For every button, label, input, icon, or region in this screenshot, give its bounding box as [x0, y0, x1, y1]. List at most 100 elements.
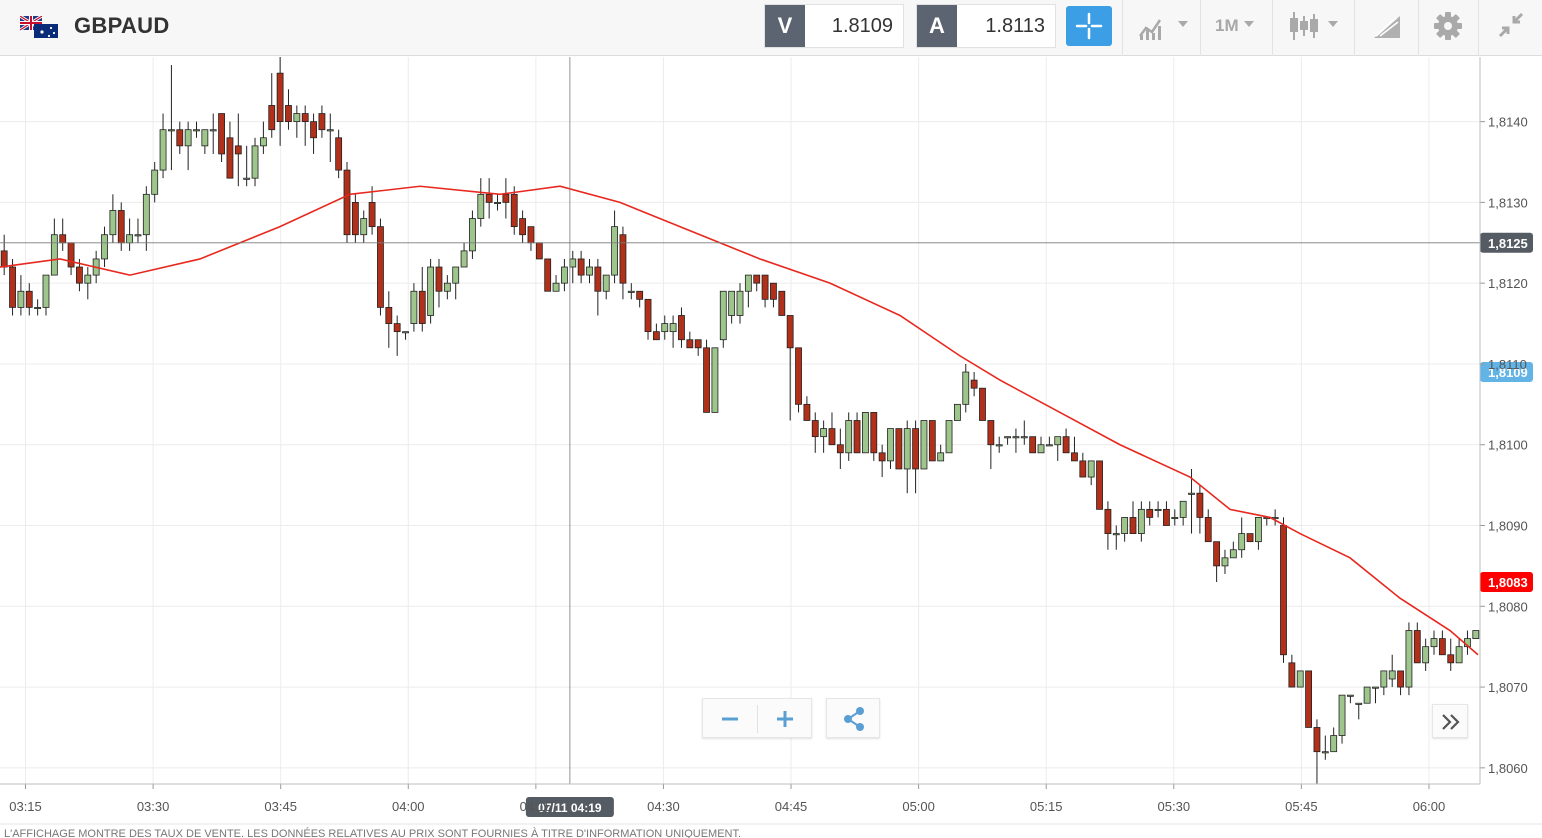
candle	[1163, 501, 1170, 526]
chart-type-button[interactable]	[1134, 6, 1196, 46]
candle	[1045, 436, 1053, 447]
candle-body	[937, 452, 945, 462]
candle	[285, 89, 292, 130]
crosshair-price-label-text: 1,8125	[1488, 236, 1528, 251]
candle-body	[1079, 460, 1087, 478]
collapse-button[interactable]	[1492, 6, 1532, 46]
candle	[1438, 630, 1446, 656]
x-tick-label: 04:45	[775, 799, 808, 814]
candle	[786, 315, 794, 421]
x-tick-label: 06:00	[1413, 799, 1446, 814]
candle	[1037, 436, 1045, 454]
candle	[460, 242, 468, 268]
candle-body	[25, 290, 33, 308]
candle-body	[811, 420, 819, 438]
candle	[418, 267, 426, 332]
zoom-in-icon[interactable]	[758, 699, 812, 739]
candle-body	[652, 331, 660, 341]
candle	[903, 420, 911, 494]
candle-body	[1129, 517, 1137, 534]
candle-body	[719, 290, 727, 341]
candle-body	[234, 145, 242, 155]
candle-body	[1422, 646, 1430, 664]
candle-body	[995, 444, 1003, 447]
last-price-label-text: 1,8109	[1488, 365, 1528, 380]
candle-body	[912, 428, 920, 470]
ma-price-label-text: 1,8083	[1488, 575, 1528, 590]
candle	[25, 283, 33, 316]
moving-average-line	[0, 185, 1479, 656]
candle	[293, 105, 301, 138]
candle-body	[126, 234, 134, 244]
bid-quote[interactable]: V 1.8109	[764, 4, 904, 48]
candle-body	[678, 315, 685, 341]
candle-body	[586, 266, 593, 276]
candle-body	[1229, 549, 1237, 559]
chart-toolbar: GBPAUD V 1.8109 A 1.8113	[0, 0, 1542, 56]
candle	[995, 436, 1003, 453]
candle-body	[945, 420, 953, 454]
ask-quote[interactable]: A 1.8113	[916, 4, 1056, 48]
candle-body	[293, 113, 301, 123]
candle-body	[318, 113, 326, 131]
candle	[494, 194, 501, 211]
candle-body	[686, 339, 694, 349]
candle	[335, 129, 343, 179]
candle-body	[17, 290, 25, 308]
candle-body	[251, 145, 259, 179]
candle-body	[1012, 436, 1020, 439]
candle	[761, 274, 769, 308]
candle	[953, 403, 961, 421]
candle-body	[544, 258, 552, 292]
candle	[427, 258, 435, 324]
scroll-to-end-button[interactable]	[1432, 704, 1468, 738]
candle-body	[176, 129, 184, 147]
candle-body	[920, 420, 928, 470]
candle	[703, 339, 710, 413]
drawing-tool-button[interactable]	[1366, 6, 1406, 46]
candle-body	[435, 266, 443, 292]
candle-body	[1238, 533, 1246, 551]
disclaimer-note: L'AFFICHAGE MONTRE DES TAUX DE VENTE. LE…	[4, 828, 742, 838]
candle	[1029, 436, 1037, 454]
zoom-out-icon[interactable]	[703, 699, 757, 739]
crosshair-button[interactable]	[1066, 6, 1112, 46]
candle-body	[385, 307, 393, 324]
x-tick-label: 05:00	[902, 799, 935, 814]
candle-body	[853, 420, 861, 454]
candle	[577, 250, 585, 284]
share-button[interactable]	[826, 698, 880, 738]
candle	[862, 412, 869, 454]
y-tick-label: 1,8140	[1488, 115, 1528, 130]
interval-button[interactable]	[1208, 6, 1268, 46]
candle-body	[1397, 670, 1404, 688]
candle-body	[862, 412, 869, 454]
candle-body	[761, 274, 769, 300]
candlestick-button[interactable]	[1284, 6, 1346, 46]
candle-body	[393, 323, 401, 333]
settings-button[interactable]	[1428, 6, 1468, 46]
candle	[987, 420, 995, 469]
candle	[1330, 727, 1338, 753]
candle-body	[1330, 735, 1338, 753]
candle-body	[1004, 436, 1011, 439]
candle-body	[351, 201, 359, 236]
candle	[1188, 468, 1195, 534]
candle	[1087, 460, 1095, 486]
candle	[1246, 533, 1254, 543]
candle-body	[627, 290, 635, 293]
candle-body	[276, 72, 284, 123]
candle-body	[50, 234, 58, 276]
candle	[1380, 670, 1388, 696]
candle	[9, 258, 16, 316]
candle	[736, 283, 744, 324]
x-tick-label: 03:30	[137, 799, 170, 814]
candle-body	[870, 412, 878, 454]
candle-body	[1171, 517, 1179, 520]
candle-body	[427, 266, 435, 316]
candle	[711, 347, 719, 413]
candle-body	[1447, 654, 1455, 664]
candle-body	[979, 387, 986, 421]
candle-body	[1213, 541, 1221, 567]
candle	[912, 420, 920, 494]
